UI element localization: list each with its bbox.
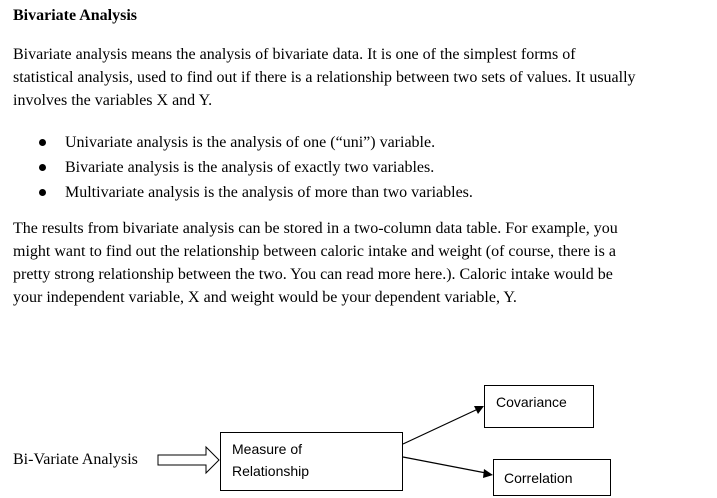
- list-item-text: Bivariate analysis is the analysis of ex…: [65, 159, 435, 176]
- list-item-text: Multivariate analysis is the analysis of…: [65, 184, 473, 201]
- covariance-box: Covariance: [484, 385, 594, 428]
- paragraph-line: The results from bivariate analysis can …: [13, 220, 618, 237]
- section-heading: Bivariate Analysis: [13, 7, 138, 24]
- analysis-types-list: Univariate analysis is the analysis of o…: [0, 130, 717, 205]
- list-item-text: Univariate analysis is the analysis of o…: [65, 134, 436, 151]
- paragraph-line: statistical analysis, used to find out i…: [13, 69, 636, 86]
- block-arrow-icon: [157, 445, 220, 475]
- measure-of-relationship-box: Measure of Relationship: [220, 432, 403, 491]
- bullet-icon: [39, 139, 46, 146]
- paragraph-line: Bivariate analysis means the analysis of…: [13, 46, 576, 63]
- connector-to-correlation: [402, 456, 487, 474]
- example-paragraph: The results from bivariate analysis can …: [13, 217, 713, 309]
- intro-paragraph: Bivariate analysis means the analysis of…: [13, 43, 713, 112]
- list-item: Multivariate analysis is the analysis of…: [0, 180, 717, 205]
- paragraph-line: might want to find out the relationship …: [13, 243, 616, 260]
- arrowhead-icon: [474, 406, 484, 414]
- correlation-box: Correlation: [493, 459, 611, 496]
- arrowhead-icon: [483, 469, 493, 478]
- bivariate-analysis-label: Bi-Variate Analysis: [13, 451, 138, 468]
- paragraph-line: involves the variables X and Y.: [13, 92, 213, 109]
- connector-to-covariance: [402, 408, 479, 445]
- bullet-icon: [39, 189, 46, 196]
- list-item: Univariate analysis is the analysis of o…: [0, 130, 717, 155]
- bullet-icon: [39, 164, 46, 171]
- box-line: Relationship: [232, 463, 310, 479]
- box-line: Measure of: [232, 441, 303, 457]
- list-item: Bivariate analysis is the analysis of ex…: [0, 155, 717, 180]
- paragraph-line: pretty strong relationship between the t…: [13, 266, 613, 283]
- paragraph-line: your independent variable, X and weight …: [13, 289, 517, 306]
